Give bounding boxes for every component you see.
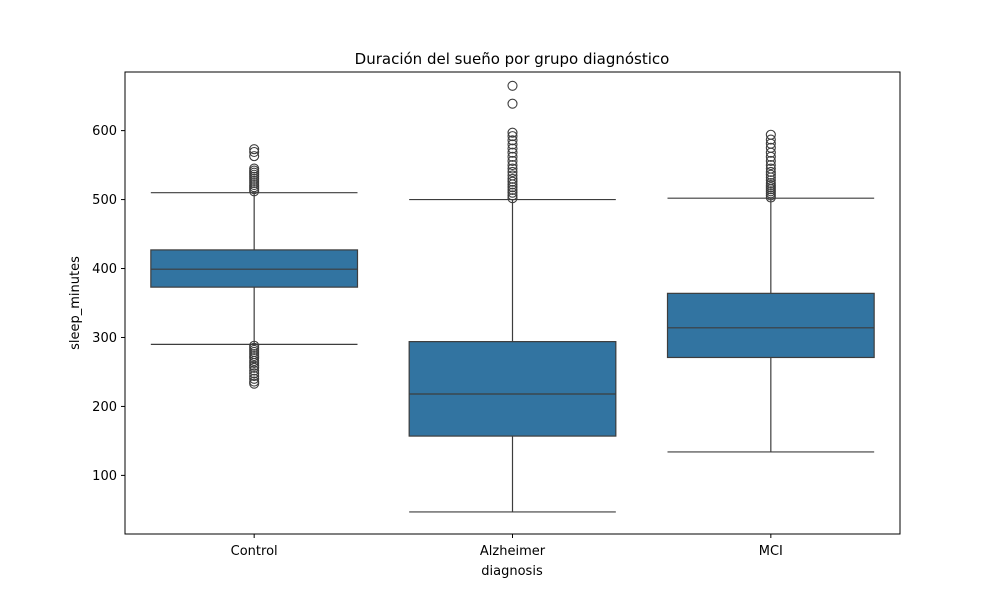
chart-title: Duración del sueño por grupo diagnóstico [355, 50, 670, 68]
plot-area [150, 80, 875, 513]
outlier-point [507, 166, 518, 178]
outlier-point [507, 160, 518, 171]
outlier-point [765, 134, 776, 145]
box-iqr [150, 249, 359, 288]
outlier-point [765, 169, 776, 180]
outlier-point [507, 187, 518, 198]
outlier-point [765, 166, 776, 178]
y-tick-label: 600 [92, 124, 117, 139]
y-tick-label: 100 [92, 469, 117, 484]
outlier-point [507, 184, 518, 195]
outlier-point [249, 163, 260, 174]
y-tick-label: 500 [92, 193, 117, 208]
outlier-point [507, 163, 518, 174]
x-axis: Control Alzheimer MCI [231, 534, 783, 559]
outlier-point [507, 151, 518, 162]
outlier-point [507, 98, 518, 109]
outlier-point [507, 176, 518, 187]
outlier-point [249, 360, 260, 371]
outlier-point [249, 376, 260, 387]
y-tick-label: 200 [92, 400, 117, 415]
outlier-point [507, 127, 518, 138]
outlier-point [249, 365, 260, 376]
box-group-mci [666, 129, 875, 453]
outlier-point [507, 139, 518, 150]
box-group-alzheimer [408, 80, 617, 513]
box-iqr [408, 341, 617, 437]
box-group-control [150, 144, 359, 389]
outlier-point [249, 144, 260, 155]
outlier-point [249, 368, 260, 379]
outlier-point [765, 175, 776, 186]
outlier-point [249, 373, 260, 384]
outlier-point [507, 135, 518, 146]
outlier-point [765, 177, 776, 189]
outlier-point [507, 182, 518, 193]
x-axis-label: diagnosis [481, 564, 543, 579]
outlier-point [249, 151, 260, 162]
outlier-point [765, 129, 776, 140]
outlier-point [249, 340, 260, 351]
outlier-point [507, 193, 518, 204]
x-tick-label: Control [231, 544, 278, 559]
outlier-point [507, 131, 518, 142]
y-tick-label: 300 [92, 331, 117, 346]
y-axis-label: sleep_minutes [68, 256, 83, 350]
x-tick-label: Alzheimer [480, 544, 546, 559]
outlier-point [249, 146, 260, 158]
outlier-point [765, 142, 776, 153]
outlier-point [765, 163, 776, 174]
y-tick-label: 400 [92, 262, 117, 277]
outlier-point [507, 155, 518, 167]
outlier-point [765, 155, 776, 167]
outlier-point [507, 170, 518, 181]
outlier-point [249, 371, 260, 382]
y-axis: 100 200 300 400 500 600 [92, 124, 125, 484]
box-iqr [666, 292, 875, 359]
outlier-point [507, 143, 518, 154]
x-tick-label: MCI [759, 544, 783, 559]
outlier-point [507, 80, 518, 91]
outlier-point [507, 190, 518, 201]
outlier-point [507, 147, 518, 158]
outlier-point [507, 173, 518, 184]
outlier-point [765, 160, 776, 171]
